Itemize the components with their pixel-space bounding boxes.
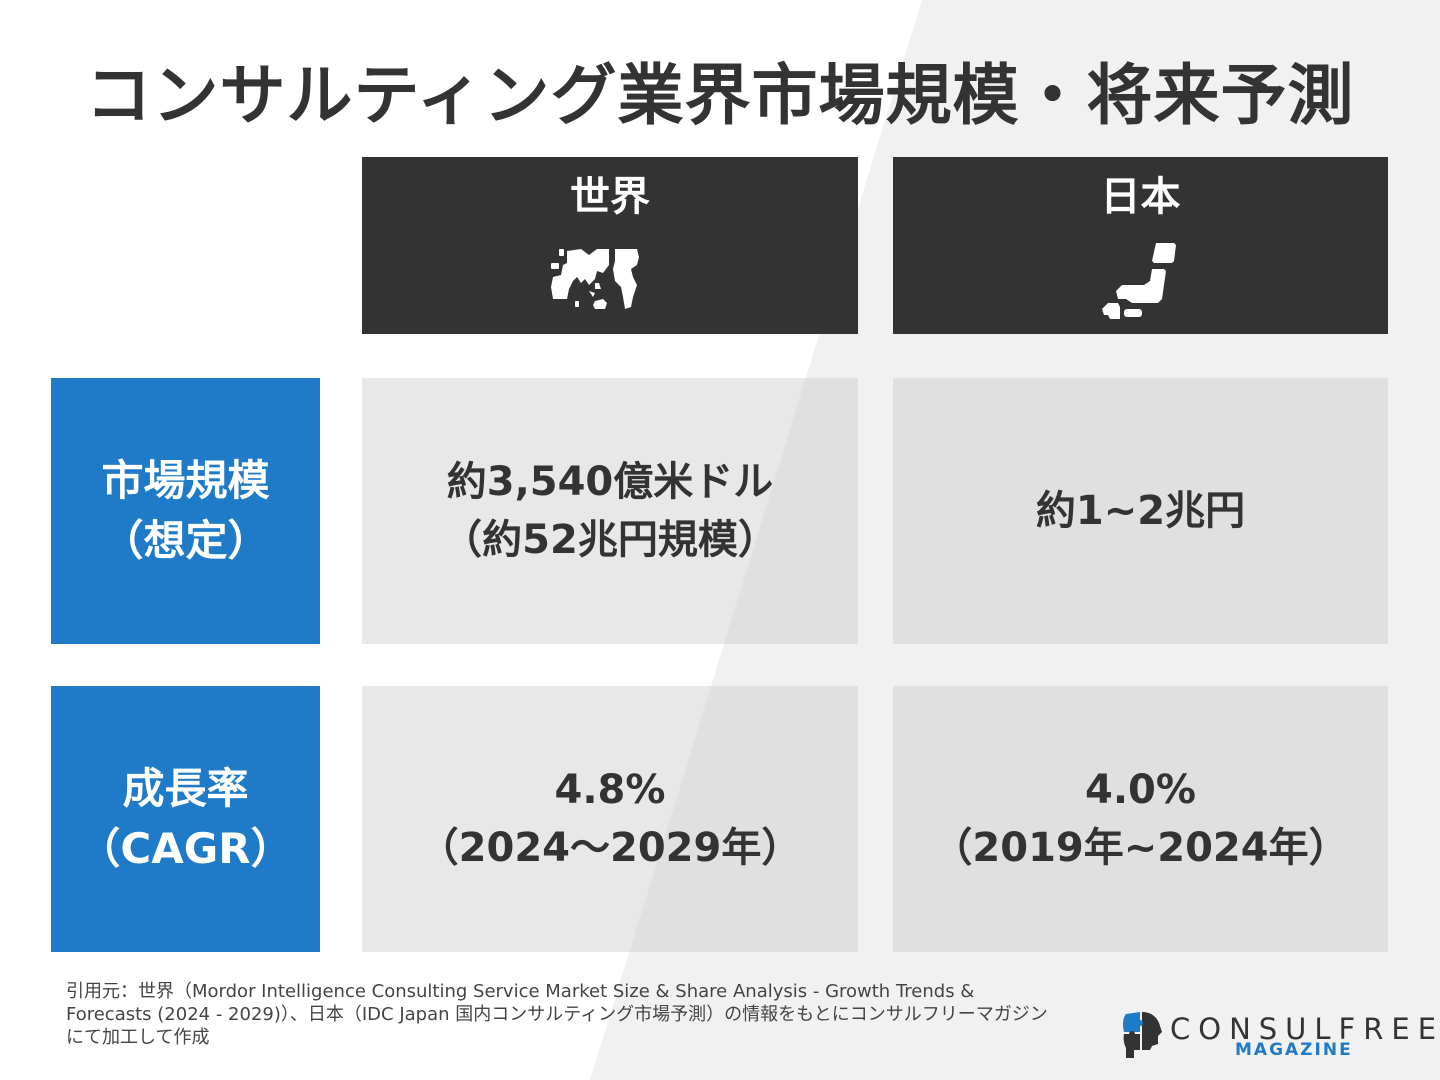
row-label-line2: （想定） <box>101 516 270 565</box>
row-label-cagr: 成長率 （CAGR） <box>51 686 320 952</box>
cell-japan-cagr: 4.0% （2019年~2024年） <box>893 686 1388 952</box>
japan-map-icon <box>1101 243 1176 319</box>
cell-value: 4.8% <box>554 767 666 813</box>
source-line3: にて加工して作成 <box>66 1027 210 1048</box>
cell-japan-market-size: 約1~2兆円 <box>893 378 1388 644</box>
cell-value: 約1~2兆円 <box>1035 488 1246 534</box>
world-map-icon <box>551 249 639 309</box>
cell-value: 4.0% <box>1085 767 1196 813</box>
consulfree-logo: CONSULFREE MAGAZINE <box>1120 1010 1436 1060</box>
source-line1: 引用元：世界（Mordor Intelligence Consulting Se… <box>66 981 975 1002</box>
source-citation: 引用元：世界（Mordor Intelligence Consulting Se… <box>66 980 1106 1049</box>
puzzle-head-icon <box>1122 1012 1162 1058</box>
column-header-world: 世界 <box>362 157 858 334</box>
page-title: コンサルティング業界市場規模・将来予測 <box>85 57 1355 134</box>
cell-world-cagr: 4.8% （2024～2029年） <box>362 686 858 952</box>
column-header-label: 世界 <box>570 174 650 220</box>
cell-subvalue: （2024～2029年） <box>418 825 802 871</box>
row-label-market-size: 市場規模 （想定） <box>51 378 320 644</box>
row-label-line2: （CAGR） <box>78 824 293 873</box>
source-line2: Forecasts (2024 - 2029)）、日本（IDC Japan 国内… <box>66 1004 1048 1025</box>
column-header-japan: 日本 <box>893 157 1388 334</box>
cell-value: 約3,540億米ドル <box>446 459 774 505</box>
logo-brand-text: CONSULFREE <box>1170 1012 1440 1046</box>
cell-subvalue: （約52兆円規模） <box>442 517 778 563</box>
row-label-line1: 成長率 <box>122 764 249 813</box>
row-label-line1: 市場規模 <box>101 456 270 505</box>
column-header-label: 日本 <box>1100 174 1181 220</box>
cell-subvalue: （2019年~2024年） <box>932 825 1349 871</box>
logo-sub-text: MAGAZINE <box>1235 1040 1353 1060</box>
cell-world-market-size: 約3,540億米ドル （約52兆円規模） <box>362 378 858 644</box>
